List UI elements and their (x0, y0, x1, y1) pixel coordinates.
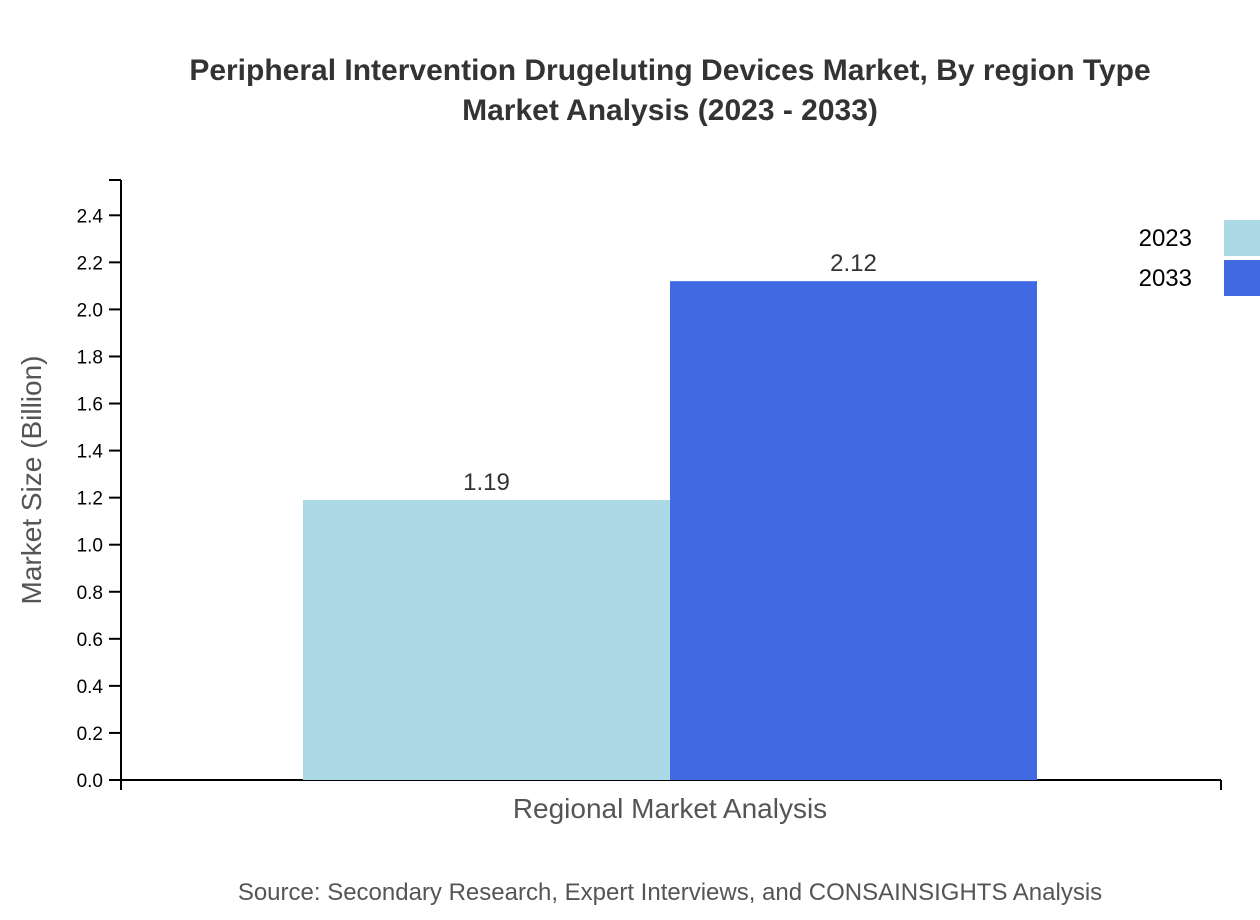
legend-label: 2023 (1139, 225, 1192, 252)
y-axis-label: Market Size (Billion) (16, 356, 47, 605)
y-tick-label: 0.0 (77, 771, 103, 792)
legend-swatch (1224, 220, 1260, 256)
y-tick-label: 1.6 (77, 395, 103, 416)
bar-2023 (303, 500, 670, 780)
bar-2033 (670, 281, 1037, 780)
y-tick-label: 1.8 (77, 347, 103, 368)
x-axis-label: Regional Market Analysis (513, 793, 827, 824)
data-label: 2.12 (830, 250, 877, 277)
bars: 1.19 2.12 (303, 250, 1037, 780)
y-tick-label: 1.2 (77, 489, 103, 510)
y-tick-label: 2.0 (77, 300, 103, 321)
y-tick-label: 1.0 (77, 536, 103, 557)
source-note: Source: Secondary Research, Expert Inter… (238, 879, 1102, 906)
y-tick-label: 0.2 (77, 724, 103, 745)
legend: 2023 2033 (1139, 220, 1260, 296)
y-tick-label: 0.4 (77, 677, 104, 698)
y-tick-label: 2.2 (77, 253, 103, 274)
chart-subtitle: Market Analysis (2023 - 2033) (462, 94, 878, 127)
legend-label: 2033 (1139, 265, 1192, 292)
data-label: 1.19 (463, 469, 510, 496)
y-tick-label: 0.8 (77, 583, 103, 604)
y-tick-label: 2.4 (77, 206, 104, 227)
y-tick-label: 1.4 (77, 442, 104, 463)
y-tick-label: 0.6 (77, 630, 103, 651)
chart-title: Peripheral Intervention Drugeluting Devi… (189, 54, 1150, 87)
legend-swatch (1224, 260, 1260, 296)
